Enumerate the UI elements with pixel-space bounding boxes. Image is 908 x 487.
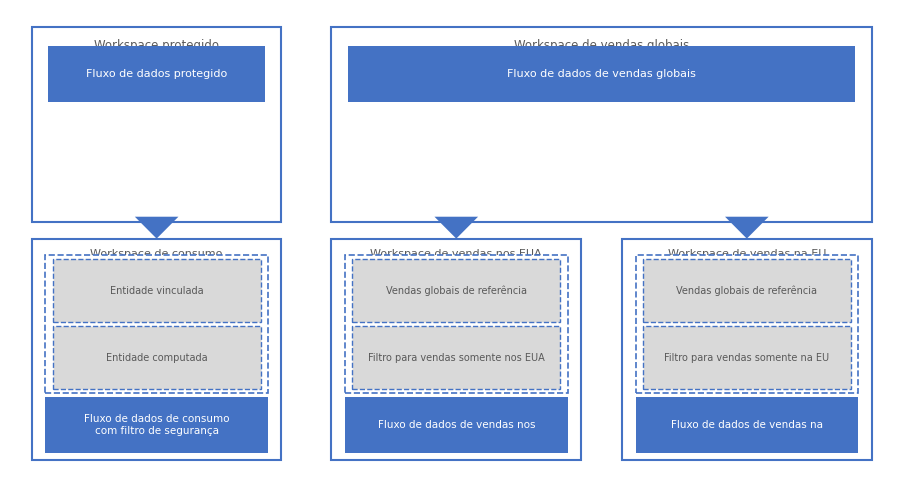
FancyBboxPatch shape	[738, 217, 755, 222]
FancyBboxPatch shape	[53, 259, 261, 322]
Text: Fluxo de dados de vendas nos: Fluxo de dados de vendas nos	[378, 420, 535, 430]
FancyBboxPatch shape	[348, 46, 855, 102]
Text: Workspace de consumo: Workspace de consumo	[91, 249, 222, 260]
Polygon shape	[135, 217, 178, 239]
FancyBboxPatch shape	[48, 46, 265, 102]
Text: Vendas globais de referência: Vendas globais de referência	[386, 285, 527, 296]
FancyBboxPatch shape	[45, 255, 268, 393]
FancyBboxPatch shape	[352, 259, 560, 322]
FancyBboxPatch shape	[636, 397, 858, 453]
FancyBboxPatch shape	[32, 239, 281, 460]
Text: Workspace protegido: Workspace protegido	[94, 39, 219, 52]
FancyBboxPatch shape	[147, 217, 165, 222]
Text: Workspace de vendas na EU: Workspace de vendas na EU	[667, 249, 826, 260]
FancyBboxPatch shape	[643, 259, 851, 322]
Text: Filtro para vendas somente nos EUA: Filtro para vendas somente nos EUA	[368, 353, 545, 363]
Text: Entidade computada: Entidade computada	[106, 353, 207, 363]
Text: Fluxo de dados protegido: Fluxo de dados protegido	[86, 69, 227, 79]
Text: Workspace de vendas globais: Workspace de vendas globais	[514, 39, 689, 52]
Text: Workspace de vendas nos EUA: Workspace de vendas nos EUA	[370, 249, 542, 260]
Text: Vendas globais de referência: Vendas globais de referência	[676, 285, 817, 296]
FancyBboxPatch shape	[352, 326, 560, 389]
FancyBboxPatch shape	[643, 326, 851, 389]
Text: Filtro para vendas somente na EU: Filtro para vendas somente na EU	[665, 353, 829, 363]
FancyBboxPatch shape	[345, 397, 568, 453]
Text: Entidade vinculada: Entidade vinculada	[110, 285, 203, 296]
FancyBboxPatch shape	[447, 217, 465, 222]
Polygon shape	[725, 217, 769, 239]
FancyBboxPatch shape	[331, 27, 872, 222]
FancyBboxPatch shape	[636, 255, 858, 393]
Text: Fluxo de dados de vendas globais: Fluxo de dados de vendas globais	[507, 69, 696, 79]
FancyBboxPatch shape	[32, 27, 281, 222]
FancyBboxPatch shape	[345, 255, 568, 393]
FancyBboxPatch shape	[331, 239, 581, 460]
Text: Fluxo de dados de consumo
com filtro de segurança: Fluxo de dados de consumo com filtro de …	[84, 414, 230, 436]
FancyBboxPatch shape	[622, 239, 872, 460]
FancyBboxPatch shape	[53, 326, 261, 389]
Text: Fluxo de dados de vendas na: Fluxo de dados de vendas na	[671, 420, 823, 430]
FancyBboxPatch shape	[45, 397, 268, 453]
Polygon shape	[434, 217, 478, 239]
